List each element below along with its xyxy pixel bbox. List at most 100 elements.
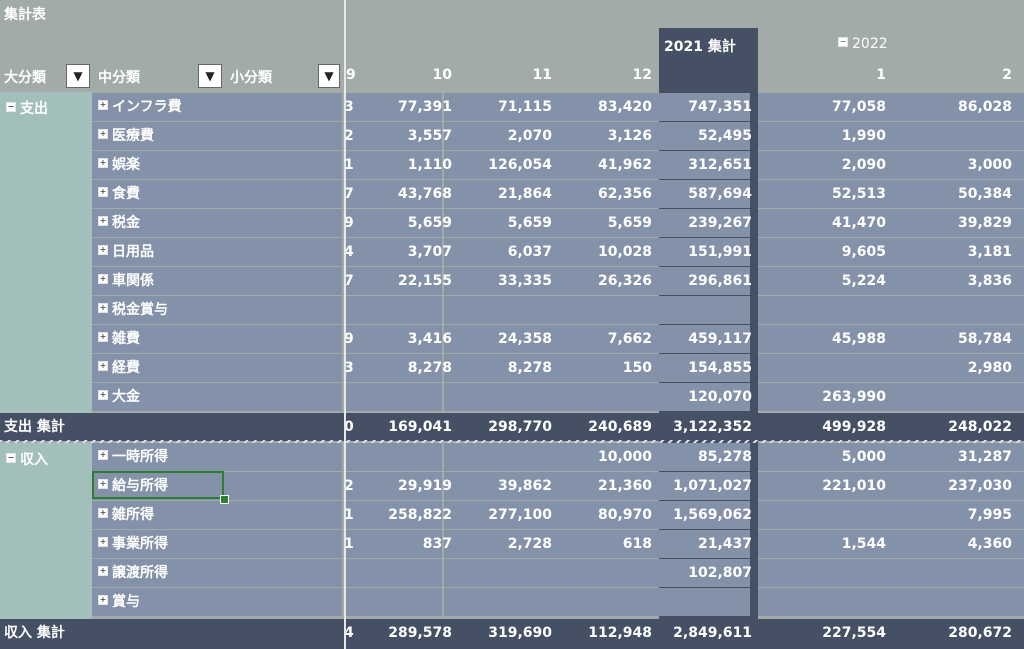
row-label-cell[interactable]: + 給与所得 [98, 472, 348, 500]
cell-2022-1[interactable]: 221,010 [822, 478, 886, 494]
cell-2022-2[interactable]: 280,672 [948, 625, 1012, 641]
cell-2021-total[interactable]: 239,267 [688, 215, 752, 231]
cell-2021-total[interactable]: 52,495 [697, 128, 752, 144]
cell-10[interactable] [360, 296, 452, 324]
cell-2022-1[interactable]: 499,928 [822, 419, 886, 435]
cell-12[interactable] [560, 296, 652, 324]
cell-12[interactable] [560, 383, 652, 411]
cell-2022-1[interactable] [790, 559, 886, 587]
cell-2021-total[interactable] [659, 588, 752, 616]
cell-11[interactable]: 298,770 [488, 419, 552, 435]
cell-11[interactable]: 21,864 [497, 186, 552, 202]
cell-partial[interactable]: 1 [344, 536, 354, 552]
cell-partial[interactable]: 1 [344, 157, 354, 173]
cell-12[interactable]: 7,662 [607, 331, 652, 347]
cell-12[interactable]: 80,970 [597, 507, 652, 523]
cell-10[interactable]: 3,707 [407, 244, 452, 260]
cell-2022-2[interactable] [916, 296, 1012, 324]
cell-11[interactable]: 319,690 [488, 625, 552, 641]
cell-2022-1[interactable]: 77,058 [831, 99, 886, 115]
plus-box-icon[interactable]: + [98, 129, 108, 139]
cell-partial[interactable]: 1 [344, 507, 354, 523]
cell-2022-1[interactable] [790, 354, 886, 382]
cell-12[interactable]: 5,659 [607, 215, 652, 231]
row-label-cell[interactable]: + インフラ費 [98, 93, 348, 121]
plus-box-icon[interactable]: + [98, 361, 108, 371]
cell-10[interactable]: 43,768 [397, 186, 452, 202]
plus-box-icon[interactable]: + [98, 595, 108, 605]
cell-2021-total[interactable]: 151,991 [688, 244, 752, 260]
cell-partial[interactable]: 2 [344, 478, 354, 494]
cell-2021-total[interactable]: 747,351 [688, 99, 752, 115]
cell-2022-2[interactable]: 237,030 [948, 478, 1012, 494]
cell-2022-2[interactable]: 39,829 [957, 215, 1012, 231]
cell-10[interactable]: 77,391 [397, 99, 452, 115]
cell-2021-total[interactable]: 459,117 [688, 331, 752, 347]
cell-partial[interactable]: 9 [344, 331, 354, 347]
cell-11[interactable]: 5,659 [507, 215, 552, 231]
cell-2022-2[interactable] [916, 122, 1012, 150]
row-label-cell[interactable]: + 大金 [98, 383, 348, 411]
cell-10[interactable]: 169,041 [388, 419, 452, 435]
cell-partial[interactable]: 7 [344, 186, 354, 202]
cell-2022-1[interactable] [790, 501, 886, 529]
cell-partial[interactable] [344, 588, 360, 616]
cell-2022-2[interactable]: 248,022 [948, 419, 1012, 435]
cell-12[interactable]: 41,962 [597, 157, 652, 173]
cell-2022-1[interactable]: 1,990 [841, 128, 886, 144]
row-label-cell[interactable]: + 税金 [98, 209, 348, 237]
cell-10[interactable]: 5,659 [407, 215, 452, 231]
cell-partial[interactable]: 4 [344, 625, 354, 641]
fill-handle[interactable] [220, 495, 229, 504]
plus-box-icon[interactable]: + [98, 450, 108, 460]
year-2022-header[interactable]: −2022 [838, 36, 888, 52]
cell-2022-1[interactable] [790, 588, 886, 616]
cell-partial[interactable]: 0 [344, 419, 354, 435]
cell-10[interactable]: 258,822 [388, 507, 452, 523]
cell-2022-1[interactable]: 227,554 [822, 625, 886, 641]
cell-2022-2[interactable]: 86,028 [957, 99, 1012, 115]
cell-partial[interactable]: 4 [344, 244, 354, 260]
cell-2021-total[interactable]: 1,569,062 [673, 507, 752, 523]
cell-10[interactable]: 8,278 [407, 360, 452, 376]
cell-10[interactable] [360, 588, 452, 616]
cell-11[interactable]: 277,100 [488, 507, 552, 523]
cell-2022-1[interactable]: 5,224 [841, 273, 886, 289]
cell-2021-total[interactable]: 312,651 [688, 157, 752, 173]
row-label-cell[interactable]: + 娯楽 [98, 151, 348, 179]
cell-10[interactable] [360, 559, 452, 587]
cell-2022-1[interactable]: 45,988 [831, 331, 886, 347]
cell-partial[interactable]: 3 [344, 99, 354, 115]
cell-12[interactable] [560, 588, 652, 616]
cell-12[interactable]: 10,000 [597, 449, 652, 465]
plus-box-icon[interactable]: + [98, 508, 108, 518]
cell-2022-2[interactable]: 3,181 [967, 244, 1012, 260]
cell-10[interactable] [360, 443, 452, 471]
cell-partial[interactable] [344, 443, 360, 471]
cell-12[interactable]: 3,126 [607, 128, 652, 144]
cell-partial[interactable]: 3 [344, 360, 354, 376]
cell-partial[interactable] [344, 296, 360, 324]
cell-2021-total[interactable]: 21,437 [697, 536, 752, 552]
minus-box-icon[interactable]: − [6, 453, 16, 463]
cell-12[interactable] [560, 559, 652, 587]
cell-2022-2[interactable] [916, 588, 1012, 616]
chevron-down-icon[interactable]: ▼ [318, 64, 340, 88]
plus-box-icon[interactable]: + [98, 274, 108, 284]
row-label-cell[interactable]: + 譲渡所得 [98, 559, 348, 587]
cell-2021-total[interactable]: 2,849,611 [673, 625, 752, 641]
cell-2022-2[interactable]: 3,000 [967, 157, 1012, 173]
row-label-cell[interactable]: + 雑費 [98, 325, 348, 353]
cell-2022-2[interactable]: 2,980 [967, 360, 1012, 376]
cell-11[interactable]: 2,070 [507, 128, 552, 144]
filter-icon[interactable]: ▼ [66, 64, 90, 88]
cell-2022-2[interactable]: 50,384 [957, 186, 1012, 202]
cell-2022-2[interactable]: 4,360 [967, 536, 1012, 552]
cell-2021-total[interactable]: 587,694 [688, 186, 752, 202]
row-label-cell[interactable]: + 食費 [98, 180, 348, 208]
cell-2021-total[interactable]: 1,071,027 [673, 478, 752, 494]
cell-2021-total[interactable]: 296,861 [688, 273, 752, 289]
cell-2021-total[interactable] [659, 296, 752, 324]
cell-2022-1[interactable]: 52,513 [831, 186, 886, 202]
cell-2022-2[interactable]: 7,995 [967, 507, 1012, 523]
